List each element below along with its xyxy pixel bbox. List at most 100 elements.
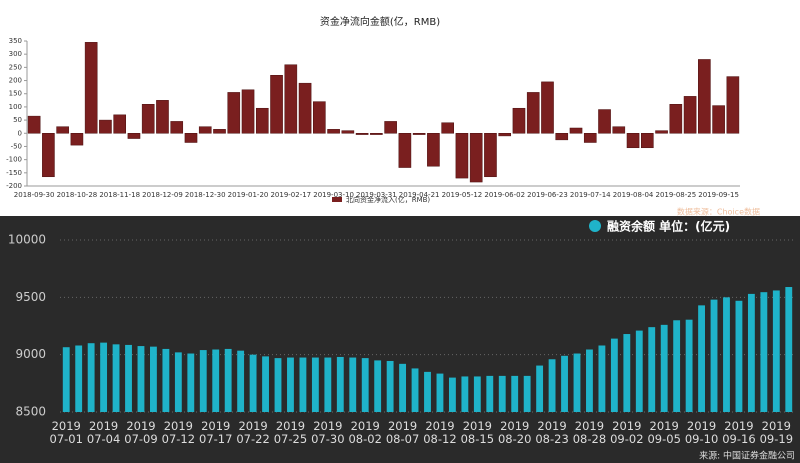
x-tick-label: 2019 08-28 <box>572 419 607 446</box>
x-tick-label: 2019 09-05 <box>647 419 681 446</box>
bar <box>612 126 626 134</box>
bar <box>324 357 332 412</box>
x-tick-label: 2019-01-20 <box>228 191 269 199</box>
x-tick-label: 2019 08-20 <box>497 419 532 446</box>
source-note: 来源: 中国证券金融公司 <box>699 450 795 462</box>
bar <box>112 344 120 412</box>
bar <box>241 89 255 134</box>
bar <box>399 363 407 412</box>
bar <box>284 64 298 134</box>
bar <box>170 121 184 134</box>
chart-title: 资金净流向金额(亿，RMB) <box>320 15 440 28</box>
bar <box>370 133 383 135</box>
bar <box>726 76 740 134</box>
bar <box>113 114 127 134</box>
x-tick-label: 2019-08-25 <box>655 191 696 199</box>
bar <box>441 122 454 134</box>
x-tick-label: 2019 07-25 <box>273 419 308 446</box>
bar <box>511 375 519 412</box>
bar <box>723 297 730 412</box>
y-tick-label: 8500 <box>15 405 46 419</box>
x-tick-label: 2018-12-09 <box>142 191 183 199</box>
bar <box>56 126 69 134</box>
y-tick-label: -150 <box>6 169 22 177</box>
bar <box>669 104 683 134</box>
bar <box>125 344 132 412</box>
y-tick-label: -200 <box>6 182 22 190</box>
bar <box>299 357 307 412</box>
bar <box>469 133 483 183</box>
x-tick-label: 2019-03-31 <box>356 191 397 199</box>
x-tick-label: 2019 08-15 <box>460 419 495 446</box>
bar <box>523 375 531 412</box>
bar <box>626 133 640 149</box>
y-tick-label: 0 <box>18 129 22 137</box>
bar <box>99 119 112 134</box>
bar <box>498 375 506 412</box>
x-tick-label: 2019-06-02 <box>484 191 525 199</box>
bar <box>355 133 369 135</box>
bar <box>424 371 431 412</box>
bar <box>187 353 195 412</box>
bar <box>141 104 155 134</box>
bar <box>341 130 355 134</box>
data-source: 数据来源：Choice数据 <box>677 207 760 217</box>
bar <box>249 354 257 412</box>
x-tick-label: 2019 09-19 <box>759 419 794 446</box>
bar <box>498 133 512 137</box>
bar <box>349 357 357 412</box>
legend-label: 北向资金净流入(亿，RMB) <box>346 195 430 204</box>
bar <box>398 133 412 168</box>
x-tick-label: 2019 07-09 <box>124 419 158 446</box>
bar <box>760 292 768 412</box>
bar <box>311 357 319 412</box>
bar <box>512 107 526 134</box>
x-tick-label: 2018-10-28 <box>57 191 98 199</box>
bar <box>274 358 282 412</box>
y-tick-label: 150 <box>9 90 22 98</box>
x-tick-label: 2019-03-10 <box>313 191 354 199</box>
bar <box>698 59 711 134</box>
y-tick-label: 9000 <box>15 347 46 361</box>
bar <box>184 133 198 143</box>
x-tick-label: 2019-09-15 <box>698 191 739 199</box>
bar <box>712 105 725 134</box>
bar <box>427 133 440 167</box>
bar <box>384 121 397 134</box>
x-tick-label: 2019-04-21 <box>399 191 440 199</box>
y-tick-label: -100 <box>6 156 22 164</box>
bar <box>473 376 481 412</box>
x-tick-label: 2019 08-12 <box>423 419 457 446</box>
x-tick-label: 2019 07-17 <box>199 419 233 446</box>
bar <box>448 377 456 412</box>
bar <box>270 75 283 134</box>
bar <box>361 358 369 412</box>
bar <box>569 127 583 134</box>
bar <box>336 356 344 412</box>
bar <box>555 133 569 141</box>
bar <box>735 300 743 412</box>
bar <box>685 319 693 412</box>
x-tick-label: 2019 09-16 <box>722 419 756 446</box>
bar <box>174 352 182 412</box>
bar <box>461 376 469 412</box>
legend-swatch <box>589 220 601 232</box>
y-tick-label: -50 <box>11 142 22 150</box>
y-tick-label: 350 <box>9 37 22 45</box>
bar <box>698 305 705 412</box>
bar <box>227 92 241 134</box>
x-tick-label: 2019 09-02 <box>610 419 644 446</box>
bar <box>374 360 382 412</box>
bar <box>327 129 340 134</box>
bar <box>412 133 426 135</box>
bar <box>42 133 55 178</box>
bar <box>548 359 556 412</box>
bar <box>586 349 593 412</box>
bar <box>198 126 212 134</box>
bar <box>212 349 220 412</box>
bar <box>137 346 145 412</box>
bar <box>484 133 497 178</box>
bar <box>673 320 681 412</box>
bar <box>262 356 269 412</box>
